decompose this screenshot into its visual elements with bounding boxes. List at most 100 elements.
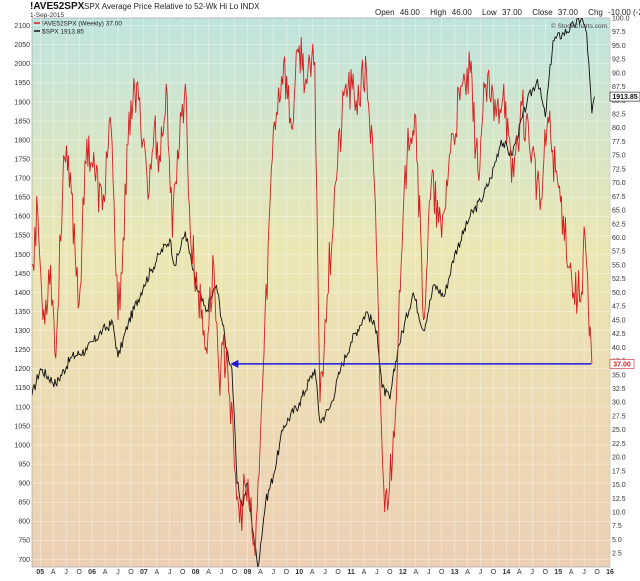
left-tick-label: 800 <box>18 519 30 526</box>
right-tick-label: 57.5 <box>612 249 626 256</box>
x-tick-label: O <box>491 569 497 576</box>
x-axis: 05 A J O 06 A J O 07 A J O 08 A J O 09 A J O 10 A J O 11 A J O 12 A J O… <box>36 569 614 576</box>
right-tick-label: 25.0 <box>612 427 626 434</box>
chg-label: Chg <box>588 8 603 17</box>
right-tick-label: 17.5 <box>612 468 626 475</box>
x-tick-label: O <box>76 569 82 576</box>
x-tick-label: A <box>154 569 159 576</box>
legend-label-spx: $SPX 1913.85 <box>42 29 84 36</box>
x-tick-label: O <box>594 569 600 576</box>
right-tick-label: 70.0 <box>612 180 626 187</box>
left-tick-label: 700 <box>18 557 30 564</box>
copyright-label: © StockCharts.com <box>551 22 607 30</box>
right-tick-label: 5.0 <box>612 537 622 544</box>
left-axis: 700 750 800 850 900 950 1000 1050 1100 1150 1200 12… <box>14 23 30 564</box>
chart-description: SPX Average Price Relative to 52-Wk Hi L… <box>84 2 260 11</box>
x-tick-label: A <box>465 569 470 576</box>
x-tick-label: J <box>531 569 535 576</box>
left-tick-label: 1400 <box>14 290 30 297</box>
left-tick-label: 1750 <box>14 156 30 163</box>
right-tick-label: 65.0 <box>612 208 626 215</box>
right-tick-label: 2.5 <box>612 551 622 558</box>
x-tick-label: J <box>375 569 379 576</box>
svg-text:Open 46.00 High 46: Open 46.00 High 46.00 Low 37.00 Close 37… <box>375 8 640 17</box>
right-tick-label: 95.0 <box>612 43 626 50</box>
x-tick-label: A <box>362 569 367 576</box>
x-tick-label: J <box>168 569 172 576</box>
right-tick-label: 20.0 <box>612 455 626 462</box>
x-tick-label: A <box>310 569 315 576</box>
x-tick-label: O <box>439 569 445 576</box>
left-tick-label: 1950 <box>14 80 30 87</box>
arrow-annotation <box>230 359 592 368</box>
left-tick-label: 1600 <box>14 214 30 221</box>
left-tick-label: 1200 <box>14 366 30 373</box>
x-tick-label: J <box>323 569 327 576</box>
left-tick-label: 1150 <box>15 385 30 392</box>
x-tick-label: J <box>582 569 586 576</box>
right-tick-label: 32.5 <box>612 386 626 393</box>
chart-symbol: !AVE52SPX <box>30 1 85 12</box>
x-tick-label: J <box>427 569 431 576</box>
left-tick-label: 1900 <box>14 99 30 106</box>
x-tick-label: 13 <box>451 569 459 576</box>
right-tick-label: 27.5 <box>612 413 626 420</box>
right-tick-label: 60.0 <box>612 235 626 242</box>
right-tick-label: 47.5 <box>612 304 626 311</box>
x-tick-label: J <box>116 569 120 576</box>
x-tick-label: J <box>220 569 224 576</box>
x-tick-label: 07 <box>140 569 148 576</box>
x-tick-label: O <box>180 569 186 576</box>
x-tick-label: O <box>232 569 238 576</box>
legend: !AVE52SPX (Weekly) 37.00 $SPX 1913.85 <box>34 21 122 36</box>
open-value: 46.00 <box>400 8 421 17</box>
right-tick-label: 50.0 <box>612 290 626 297</box>
right-tick-label: 67.5 <box>612 194 626 201</box>
x-tick-label: A <box>517 569 522 576</box>
right-tick-label: 30.0 <box>612 400 626 407</box>
x-tick-label: 06 <box>88 569 96 576</box>
x-tick-label: O <box>335 569 341 576</box>
x-tick-label: 16 <box>606 569 614 576</box>
legend-label-ave: !AVE52SPX (Weekly) 37.00 <box>42 21 122 28</box>
open-label: Open <box>375 8 395 17</box>
right-tick-label: 97.5 <box>612 29 626 36</box>
right-tick-label: 87.5 <box>612 84 626 91</box>
left-tick-label: 1700 <box>14 176 30 183</box>
arrow-head <box>230 359 239 368</box>
right-tick-label: 35.0 <box>612 372 626 379</box>
x-tick-label: O <box>543 569 549 576</box>
x-tick-label: A <box>206 569 211 576</box>
low-label: Low <box>482 8 497 17</box>
left-tick-label: 750 <box>18 538 30 545</box>
left-tick-label: 1500 <box>14 252 30 259</box>
x-tick-label: 09 <box>244 569 252 576</box>
right-tick-label: 52.5 <box>612 276 626 283</box>
right-tick-label: 45.0 <box>612 317 626 324</box>
left-tick-label: 1100 <box>15 404 30 411</box>
x-tick-label: 14 <box>503 569 511 576</box>
x-tick-label: J <box>272 569 276 576</box>
left-tick-label: 1850 <box>14 118 30 125</box>
left-tick-label: 1450 <box>14 271 30 278</box>
x-tick-label: A <box>103 569 108 576</box>
right-tick-label: 12.5 <box>612 496 626 503</box>
right-tick-label: 10.0 <box>612 510 626 517</box>
close-value: 37.00 <box>558 8 579 17</box>
x-tick-label: A <box>569 569 574 576</box>
grid-layer <box>32 18 611 567</box>
left-tick-label: 900 <box>18 481 30 488</box>
left-tick-label: 2000 <box>14 61 30 68</box>
left-tick-label: 1650 <box>14 195 30 202</box>
x-tick-label: O <box>387 569 393 576</box>
chg-value: -10.00 (-21.28%) <box>608 8 640 17</box>
ave-end-marker: 37.00 <box>609 359 635 369</box>
left-tick-label: 2100 <box>14 23 30 30</box>
left-tick-label: 1050 <box>14 423 30 430</box>
x-tick-label: 08 <box>192 569 200 576</box>
right-tick-label: 92.5 <box>612 57 626 64</box>
high-value: 46.00 <box>452 8 473 17</box>
x-tick-label: O <box>128 569 134 576</box>
right-tick-label: 100.0 <box>612 15 630 22</box>
